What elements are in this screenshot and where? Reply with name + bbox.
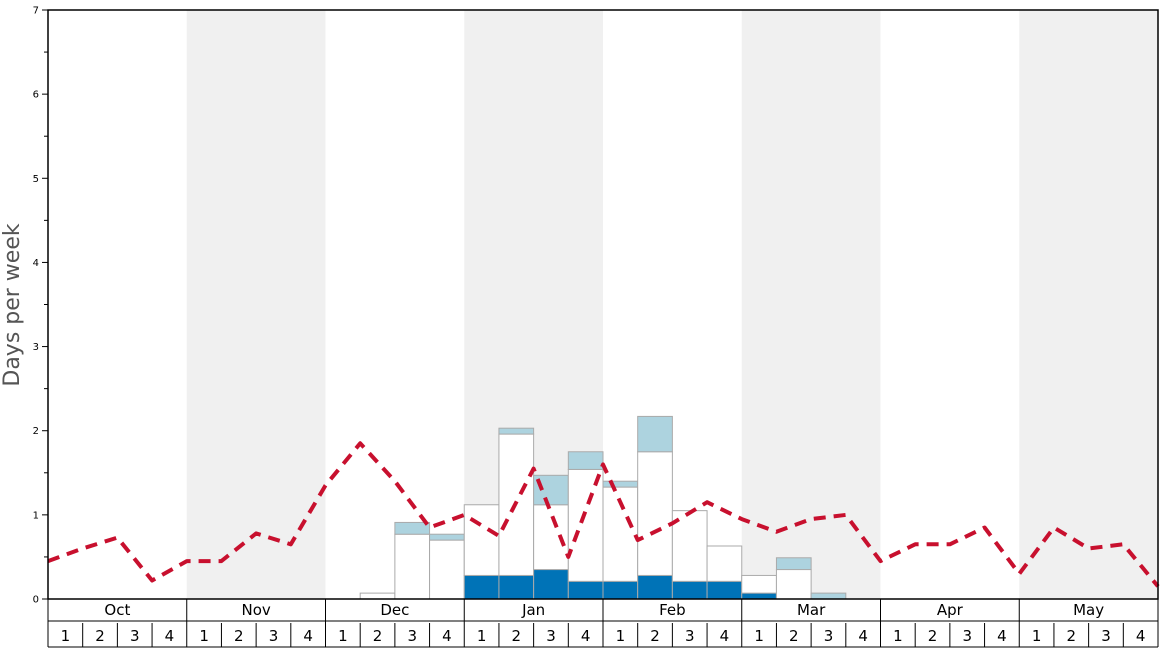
bar-segment-white (429, 539, 465, 600)
week-label: 2 (373, 627, 383, 645)
week-label: 1 (61, 627, 71, 645)
week-label: 1 (616, 627, 626, 645)
month-shading-mar (741, 10, 881, 599)
bar-segment-dark (498, 574, 535, 600)
week-label: 2 (95, 627, 105, 645)
bar-segment-dark (671, 580, 708, 600)
bar-segment-white (775, 569, 812, 600)
week-label: 4 (1136, 627, 1146, 645)
bar-segment-dark (637, 574, 673, 600)
month-label-apr: Apr (937, 601, 964, 619)
bar-segment-white (394, 533, 431, 600)
week-label: 4 (997, 627, 1007, 645)
bar-segment-light (394, 521, 431, 535)
month-label-nov: Nov (241, 601, 270, 619)
bar-segment-dark (463, 574, 500, 600)
y-tick-label: 2 (33, 426, 39, 437)
week-label: 2 (1067, 627, 1077, 645)
y-axis-label: Days per week (0, 223, 25, 386)
week-label: 2 (928, 627, 938, 645)
y-tick-label: 6 (33, 90, 39, 101)
week-label: 1 (1032, 627, 1042, 645)
y-tick-label: 3 (33, 342, 39, 353)
bar-segment-white (741, 574, 777, 594)
bar-segment-light (533, 474, 569, 506)
y-tick-label: 7 (33, 6, 39, 17)
week-label: 1 (754, 627, 764, 645)
month-label-dec: Dec (380, 601, 409, 619)
bar-segment-light (775, 557, 812, 571)
week-label: 4 (165, 627, 175, 645)
bar-segment-dark (602, 580, 639, 600)
week-label: 2 (234, 627, 244, 645)
bar-segment-light (429, 533, 465, 541)
y-tick-label: 1 (33, 510, 39, 521)
bar-segment-light (498, 427, 535, 435)
week-label: 3 (546, 627, 556, 645)
week-label: 3 (1101, 627, 1111, 645)
month-label-may: May (1073, 601, 1104, 619)
week-label: 1 (199, 627, 209, 645)
y-tick-label: 5 (33, 174, 39, 185)
bar-segment-light (810, 592, 847, 600)
week-label: 1 (477, 627, 487, 645)
bar-segment-dark (533, 569, 569, 600)
bar-segment-white (671, 510, 708, 582)
week-label: 4 (581, 627, 591, 645)
bar-segment-dark (706, 580, 743, 600)
week-label: 2 (789, 627, 799, 645)
month-shading-may (1019, 10, 1158, 599)
week-label: 3 (269, 627, 279, 645)
week-label: 1 (338, 627, 348, 645)
bar-segment-white (359, 592, 396, 600)
week-label: 3 (685, 627, 695, 645)
week-label: 2 (650, 627, 660, 645)
week-label: 4 (442, 627, 452, 645)
dashed-line-series (47, 441, 1160, 588)
bar-segment-dark (567, 580, 604, 600)
week-label: 1 (893, 627, 903, 645)
bar-segment-white (706, 545, 743, 582)
month-label-mar: Mar (797, 601, 826, 619)
week-label: 3 (130, 627, 140, 645)
bar-segment-dark (741, 592, 777, 600)
bar-segment-white (533, 504, 569, 571)
week-label: 4 (303, 627, 313, 645)
y-tick-label: 4 (33, 258, 39, 269)
week-label: 2 (512, 627, 522, 645)
bar-segment-light (567, 451, 604, 470)
week-label: 4 (858, 627, 868, 645)
month-label-jan: Jan (521, 601, 545, 619)
week-label: 3 (407, 627, 417, 645)
bar-segment-white (567, 468, 604, 582)
bar-segment-white (463, 504, 500, 576)
month-label-oct: Oct (104, 601, 130, 619)
bar-segment-white (637, 451, 673, 576)
week-label: 4 (720, 627, 730, 645)
bar-segment-light (602, 480, 639, 488)
month-shading-nov (186, 10, 326, 599)
y-tick-label: 0 (33, 595, 39, 606)
week-label: 3 (962, 627, 972, 645)
bar-segment-light (637, 415, 673, 453)
week-label: 3 (824, 627, 834, 645)
month-label-feb: Feb (659, 601, 686, 619)
